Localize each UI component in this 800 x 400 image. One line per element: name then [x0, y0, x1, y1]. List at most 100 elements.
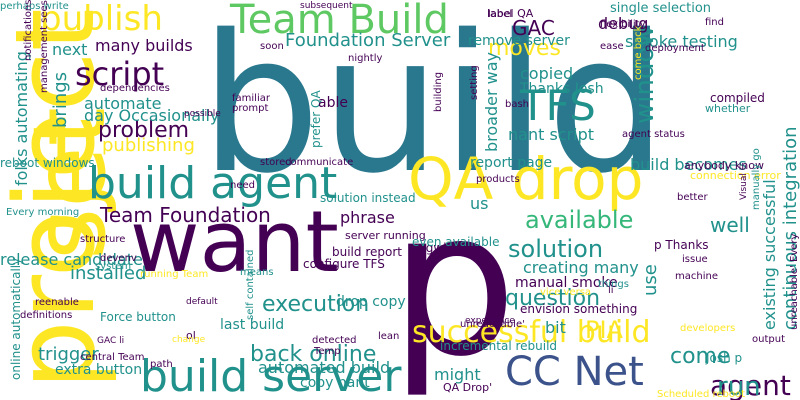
cloud-word: stored [260, 157, 292, 168]
cloud-word: Team Build [230, 0, 449, 43]
cloud-word: manually go [751, 148, 762, 210]
cloud-word: last build [220, 317, 285, 333]
cloud-word: Force button [100, 310, 176, 324]
cloud-word: installed [70, 263, 147, 284]
cloud-word: want [130, 193, 339, 292]
cloud-word: communicate [285, 157, 354, 168]
cloud-word: reenable [35, 297, 79, 308]
cloud-word: cygwin [412, 241, 455, 255]
cloud-word: label QA [487, 7, 534, 20]
cloud-word: configure TFS [303, 257, 385, 271]
cloud-word: bash [505, 99, 530, 110]
cloud-word: trigger [38, 344, 99, 365]
cloud-word: path [150, 359, 173, 370]
cloud-word: execution [262, 292, 370, 317]
cloud-word: publishing [102, 135, 195, 156]
cloud-word: successful build [412, 315, 651, 350]
cloud-word: next [52, 40, 88, 59]
cloud-word: flexibility [600, 19, 646, 30]
cloud-word: li [608, 285, 614, 296]
cloud-word: output [752, 334, 785, 345]
cloud-word: agent status [622, 129, 685, 140]
cloud-word: products [476, 174, 520, 185]
cloud-word: need [230, 180, 255, 191]
cloud-word: Josh p [706, 351, 743, 365]
cloud-word: running Team [140, 269, 209, 280]
cloud-word: issue [682, 254, 708, 265]
cloud-word: drop copy [336, 294, 406, 310]
cloud-word: GAC li [97, 336, 125, 346]
cloud-word: definitions [20, 310, 73, 321]
cloud-word: possible [184, 109, 221, 119]
cloud-word: PIA [585, 316, 623, 344]
cloud-word: bit [545, 318, 566, 337]
cloud-word: detected [312, 335, 357, 346]
cloud-word: use [640, 264, 661, 296]
cloud-word: familiar [232, 93, 270, 104]
cloud-word: day Occasionally [84, 106, 220, 125]
cloud-word: existing successful [760, 179, 779, 330]
cloud-word: machine [675, 271, 718, 282]
cloud-word: developers [680, 323, 736, 334]
cloud-word: well [710, 213, 750, 237]
cloud-word: Temp [314, 346, 341, 357]
cloud-word: ease [600, 41, 624, 52]
cloud-word: devenv [100, 253, 137, 264]
cloud-word: default [186, 297, 218, 307]
cloud-word: dependencies [100, 83, 170, 94]
cloud-word: build [200, 0, 668, 215]
cloud-word: experience [465, 316, 515, 326]
cloud-word: p Thanks [654, 238, 709, 252]
cloud-word: come back [633, 25, 644, 80]
cloud-word: connection error [690, 169, 781, 182]
cloud-word: build agent [88, 158, 338, 209]
cloud-word: build becomes [630, 155, 747, 174]
cloud-word: creating many [523, 258, 639, 277]
cloud-word: things [598, 279, 629, 290]
cloud-word: problem [98, 118, 190, 143]
cloud-word: automate [84, 94, 162, 113]
cloud-word: nant script [508, 125, 595, 144]
cloud-word: management sees [39, 0, 50, 93]
cloud-word: solution instead [320, 191, 416, 205]
cloud-word: incremental rebuild [440, 339, 558, 353]
cloud-word: single selection [610, 1, 712, 16]
cloud-word: Foundation Server [285, 30, 451, 51]
cloud-word: remove server [468, 33, 570, 49]
cloud-word: come [670, 344, 731, 369]
cloud-word: smoke testing [625, 32, 738, 51]
cloud-word: back online [250, 342, 377, 367]
cloud-word: even available [412, 235, 500, 249]
cloud-word: compiled [710, 91, 765, 105]
cloud-word: lean [378, 331, 400, 342]
cloud-word: copied [520, 64, 574, 83]
cloud-word: available [525, 206, 634, 234]
cloud-word: better [677, 192, 708, 203]
cloud-word: debug [598, 14, 649, 33]
cloud-word: setting [469, 65, 480, 100]
cloud-word: envision something [520, 302, 638, 316]
cloud-word: self contained [245, 249, 256, 320]
cloud-word: server running [345, 229, 426, 242]
cloud-word: unreachable' Every [789, 233, 800, 330]
cloud-word: many builds [95, 36, 193, 55]
cloud-word: Team Foundation [100, 203, 271, 227]
cloud-word: build report [332, 245, 402, 259]
cloud-word: means [240, 267, 274, 278]
cloud-word: CC Net [505, 349, 644, 395]
cloud-word: build server [140, 351, 402, 400]
cloud-word: extra button [55, 362, 143, 378]
cloud-word: run [717, 372, 761, 400]
cloud-word: system [95, 261, 132, 272]
cloud-word: perhaps write [0, 1, 69, 12]
cloud-word: script [75, 55, 165, 93]
cloud-word: unreachable' [460, 319, 525, 330]
cloud-word: p [390, 168, 517, 400]
cloud-word: moves [488, 36, 561, 61]
cloud-word: central Team [80, 352, 145, 363]
cloud-word: whether [705, 102, 751, 115]
cloud-word: manual smoke [515, 275, 618, 291]
cloud-word: publish [40, 0, 163, 39]
cloud-word: automated build [258, 358, 391, 377]
